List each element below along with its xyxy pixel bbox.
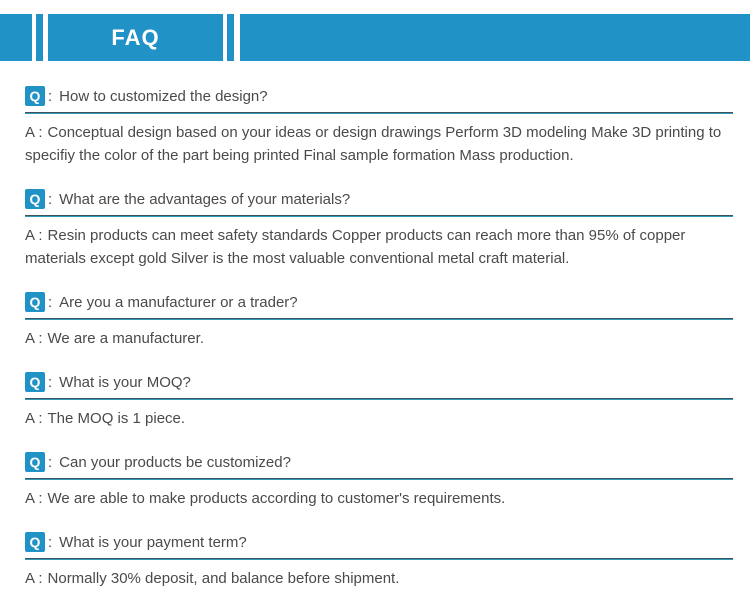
answer-value: We are a manufacturer. bbox=[47, 330, 204, 347]
header-bar-segment bbox=[227, 14, 234, 61]
question-badge: Q bbox=[25, 372, 45, 392]
header-bar-segment bbox=[0, 14, 32, 61]
question-underline bbox=[25, 558, 733, 560]
question-row: Q : Can your products be customized? bbox=[25, 452, 733, 472]
question-text: What is your payment term? bbox=[59, 533, 247, 551]
answer-value: We are able to make products according t… bbox=[47, 490, 506, 507]
header-bar-segment bbox=[36, 14, 43, 61]
answer-label: A : bbox=[25, 570, 43, 587]
answer-text: A : Conceptual design based on your ideas… bbox=[25, 121, 733, 167]
answer-label: A : bbox=[25, 490, 43, 507]
question-text: What is your MOQ? bbox=[59, 373, 191, 391]
page-title: FAQ bbox=[111, 24, 160, 50]
answer-label: A : bbox=[25, 410, 43, 427]
question-row: Q : What are the advantages of your mate… bbox=[25, 189, 733, 209]
question-underline bbox=[25, 112, 733, 114]
answer-text: A : Normally 30% deposit, and balance bef… bbox=[25, 567, 733, 590]
question-colon: : bbox=[48, 533, 53, 551]
header-title-block: FAQ bbox=[48, 14, 223, 61]
answer-label: A : bbox=[25, 330, 43, 347]
question-underline bbox=[25, 478, 733, 480]
answer-value: Conceptual design based on your ideas or… bbox=[25, 124, 722, 164]
question-colon: : bbox=[48, 293, 53, 311]
faq-item: Q : What is your MOQ? A : The MOQ is 1 pi… bbox=[25, 372, 733, 430]
answer-text: A : We are a manufacturer. bbox=[25, 327, 733, 350]
question-text: Can your products be customized? bbox=[59, 453, 291, 471]
question-underline bbox=[25, 318, 733, 320]
question-colon: : bbox=[48, 373, 53, 391]
answer-value: Normally 30% deposit, and balance before… bbox=[47, 570, 400, 587]
answer-text: A : We are able to make products accordin… bbox=[25, 487, 733, 510]
faq-item: Q : How to customized the design? A : Con… bbox=[25, 86, 733, 167]
question-row: Q : Are you a manufacturer or a trader? bbox=[25, 292, 733, 312]
answer-text: A : Resin products can meet safety standa… bbox=[25, 224, 733, 270]
question-text: Are you a manufacturer or a trader? bbox=[59, 293, 298, 311]
question-colon: : bbox=[48, 87, 53, 105]
question-row: Q : How to customized the design? bbox=[25, 86, 733, 106]
answer-value: The MOQ is 1 piece. bbox=[47, 410, 186, 427]
question-badge: Q bbox=[25, 452, 45, 472]
faq-item: Q : What is your payment term? A : Normal… bbox=[25, 532, 733, 590]
faq-item: Q : Can your products be customized? A :… bbox=[25, 452, 733, 510]
question-underline bbox=[25, 398, 733, 400]
answer-label: A : bbox=[25, 227, 43, 244]
question-colon: : bbox=[48, 453, 53, 471]
question-row: Q : What is your MOQ? bbox=[25, 372, 733, 392]
faq-item: Q : What are the advantages of your mate… bbox=[25, 189, 733, 270]
answer-text: A : The MOQ is 1 piece. bbox=[25, 407, 733, 430]
section-header-band: FAQ bbox=[0, 14, 750, 61]
question-badge: Q bbox=[25, 532, 45, 552]
question-badge: Q bbox=[25, 86, 45, 106]
question-row: Q : What is your payment term? bbox=[25, 532, 733, 552]
answer-value: Resin products can meet safety standards… bbox=[25, 227, 686, 267]
question-text: What are the advantages of your material… bbox=[59, 190, 351, 208]
question-underline bbox=[25, 215, 733, 217]
faq-item: Q : Are you a manufacturer or a trader? … bbox=[25, 292, 733, 350]
faq-list: Q : How to customized the design? A : Con… bbox=[0, 61, 750, 590]
question-text: How to customized the design? bbox=[59, 87, 268, 105]
question-badge: Q bbox=[25, 189, 45, 209]
answer-label: A : bbox=[25, 124, 43, 141]
question-badge: Q bbox=[25, 292, 45, 312]
header-bar-segment bbox=[240, 14, 750, 61]
question-colon: : bbox=[48, 190, 53, 208]
